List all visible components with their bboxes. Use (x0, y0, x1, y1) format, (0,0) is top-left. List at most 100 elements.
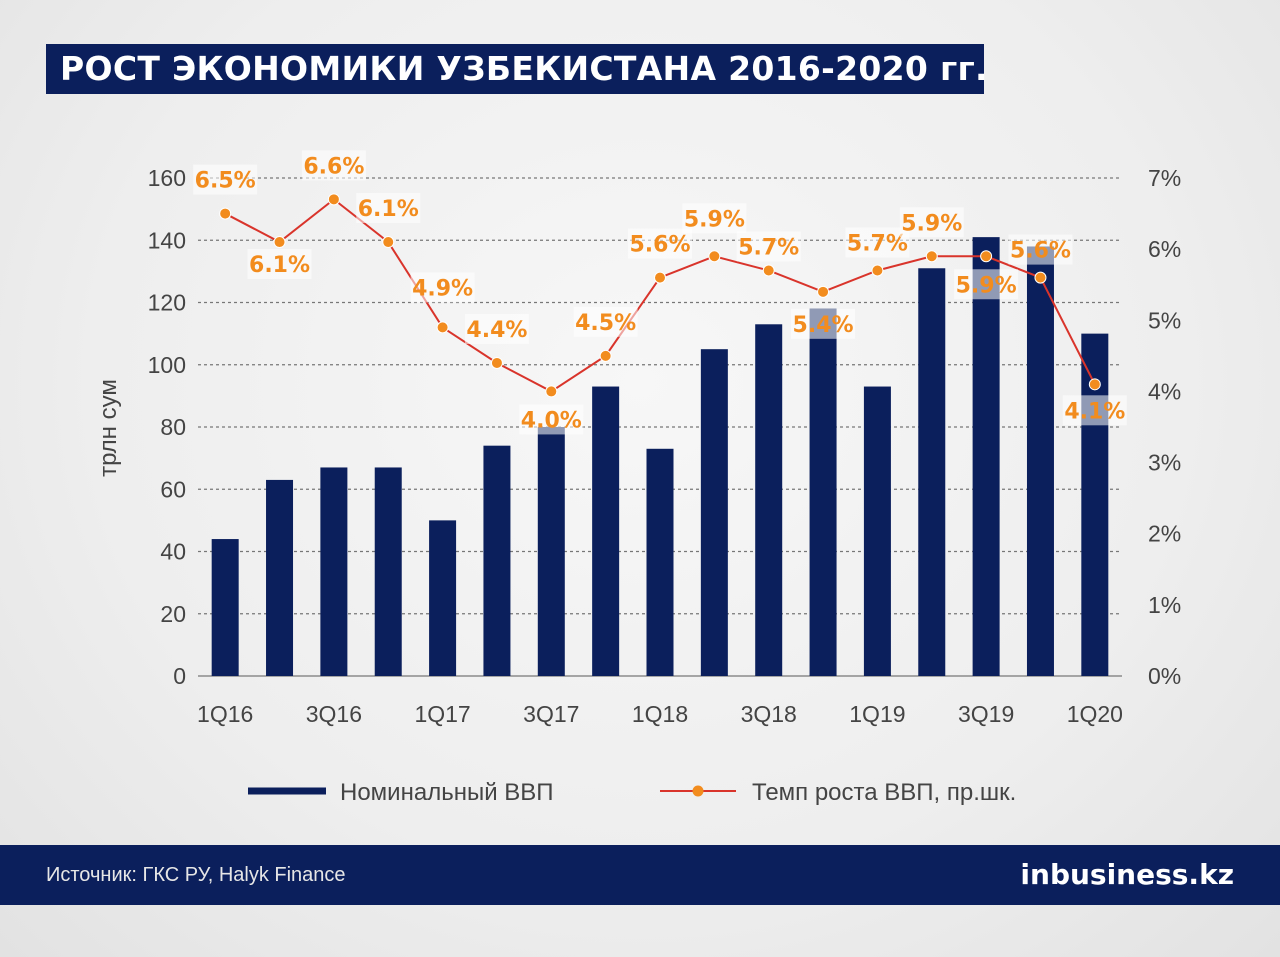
growth-point-2q18 (708, 250, 721, 263)
growth-label: 5.9% (956, 273, 1017, 298)
y-tick-label: 100 (148, 352, 186, 378)
growth-label-bg (410, 272, 475, 303)
x-tick-label: 1Q18 (632, 701, 688, 727)
growth-point-4q16 (382, 236, 395, 249)
chart-title: РОСТ ЭКОНОМИКИ УЗБЕКИСТАНА 2016-2020 гг. (46, 44, 988, 94)
growth-point-4q19 (1034, 271, 1047, 284)
growth-label-bg (845, 227, 910, 258)
growth-label: 4.4% (466, 318, 527, 343)
y2-tick-label: 1% (1148, 592, 1181, 618)
growth-label-bg (899, 207, 964, 238)
y-tick-label: 40 (160, 539, 186, 565)
x-tick-label: 3Q17 (523, 701, 579, 727)
y-tick-label: 60 (160, 476, 186, 502)
growth-label-bg (628, 228, 692, 259)
growth-label-bg (791, 308, 856, 339)
bar-2q16 (266, 479, 294, 676)
y-tick-label: 20 (160, 601, 186, 627)
bar-3q16 (320, 467, 348, 676)
footer: Источник: ГКС РУ, Halyk Finance inbusine… (0, 845, 1280, 905)
bar-2q17 (483, 445, 511, 676)
growth-point-2q16 (273, 236, 286, 249)
x-tick-label: 1Q17 (414, 701, 470, 727)
inbusiness-logo: inbusiness.kz (1020, 858, 1234, 891)
growth-point-4q17 (599, 349, 612, 362)
y2-tick-label: 0% (1148, 663, 1181, 689)
growth-point-1q20 (1088, 378, 1101, 391)
growth-label-bg (247, 249, 312, 280)
growth-label: 5.9% (901, 211, 962, 236)
growth-label: 4.5% (575, 311, 636, 336)
growth-point-1q19 (871, 264, 884, 277)
y2-tick-label: 3% (1148, 450, 1181, 476)
growth-label: 6.1% (249, 253, 310, 278)
growth-label: 5.6% (1010, 239, 1071, 264)
y-tick-label: 120 (148, 290, 186, 316)
bar-3q19 (972, 237, 1000, 676)
growth-point-1q17 (436, 321, 449, 334)
x-tick-label: 1Q19 (849, 701, 905, 727)
y2-tick-label: 7% (1148, 165, 1181, 191)
x-tick-label: 1Q16 (197, 701, 253, 727)
y-axis-label: трлн сум (95, 379, 122, 477)
growth-label: 4.9% (412, 276, 473, 301)
growth-label-bg (1062, 395, 1127, 426)
growth-label-bg (954, 269, 1019, 300)
growth-label-bg (301, 150, 366, 181)
growth-label: 5.6% (629, 233, 690, 258)
y2-tick-label: 4% (1148, 378, 1181, 404)
y-tick-label: 140 (148, 227, 186, 253)
growth-label: 4.1% (1064, 399, 1125, 424)
legend-line-label: Темп роста ВВП, пр.шк. (752, 779, 1016, 806)
growth-label-bg (573, 306, 638, 337)
legend-line-marker (692, 785, 704, 797)
source-note: Источник: ГКС РУ, Halyk Finance (46, 864, 346, 886)
bar-2q19 (918, 268, 946, 676)
growth-label-bg (464, 313, 529, 344)
bar-1q17 (429, 520, 457, 676)
y-tick-label: 160 (148, 165, 186, 191)
growth-label-bg (193, 164, 258, 195)
bar-4q19 (1026, 246, 1054, 676)
bar-3q17 (537, 427, 565, 676)
growth-point-4q18 (817, 285, 830, 298)
growth-label: 6.1% (358, 197, 419, 222)
growth-point-3q18 (762, 264, 775, 277)
bar-1q19 (863, 386, 891, 676)
growth-point-3q16 (327, 193, 340, 206)
growth-label-bg (1008, 234, 1073, 265)
y-tick-label: 80 (160, 414, 186, 440)
growth-label-bg (356, 193, 421, 224)
bar-1q18 (646, 448, 674, 676)
growth-label-bg (682, 203, 747, 234)
bar-3q18 (755, 324, 783, 676)
growth-label: 4.0% (521, 408, 582, 433)
x-tick-label: 3Q19 (958, 701, 1014, 727)
y2-tick-label: 5% (1148, 307, 1181, 333)
growth-label: 5.7% (738, 235, 799, 260)
growth-point-2q17 (490, 356, 503, 369)
growth-label-bg (519, 404, 584, 435)
growth-point-3q17 (545, 385, 558, 398)
bar-4q17 (592, 386, 620, 676)
bar-2q18 (700, 349, 728, 676)
growth-label: 5.9% (684, 207, 745, 232)
growth-label: 5.4% (793, 313, 854, 338)
x-tick-label: 1Q20 (1067, 701, 1123, 727)
bar-4q16 (374, 467, 402, 676)
legend-bar-label: Номинальный ВВП (340, 779, 554, 806)
growth-label: 5.7% (847, 231, 908, 256)
y2-tick-label: 6% (1148, 236, 1181, 262)
x-tick-label: 3Q16 (306, 701, 362, 727)
growth-label-bg (736, 231, 801, 262)
gdp-chart: 0 20 40 60 80 100 120 140 160 0% 1% 2% 3% 4% 5% 6% 7% трл… (95, 150, 1182, 806)
growth-point-1q18 (654, 271, 666, 284)
growth-point-2q19 (925, 250, 938, 263)
bar-4q18 (809, 308, 837, 676)
growth-label: 6.5% (195, 169, 256, 194)
growth-label: 6.6% (303, 154, 364, 179)
y2-tick-label: 2% (1148, 521, 1181, 547)
x-tick-label: 3Q18 (741, 701, 797, 727)
y-tick-label: 0 (173, 663, 186, 689)
bar-1q20 (1081, 333, 1109, 676)
